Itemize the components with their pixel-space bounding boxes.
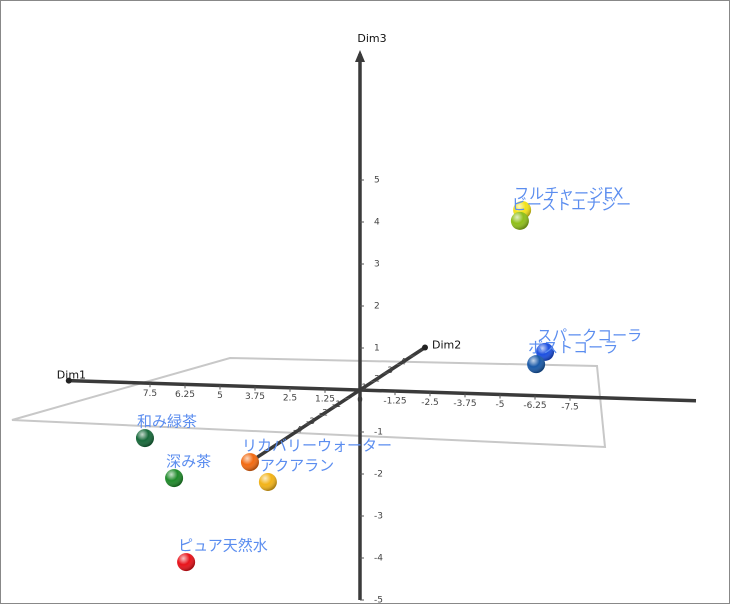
point-shine <box>240 453 259 472</box>
point-label: 和み緑茶 <box>137 413 197 431</box>
point-label: ボストコーラ <box>528 339 618 357</box>
z-tick-label: 5 <box>374 176 380 186</box>
x-tick-label: -3.75 <box>453 399 476 409</box>
x-tick-label: 5 <box>217 391 223 401</box>
axis-name: Dim3 <box>357 32 386 45</box>
x-tick-label: 3.75 <box>245 392 265 402</box>
x-tick-label: -2.5 <box>421 398 439 408</box>
x-tick-label: 2.5 <box>283 393 297 403</box>
point-label: ビーストエナジー <box>512 195 631 213</box>
z-tick-label: 2 <box>374 302 380 312</box>
axis-name: Dim1 <box>57 369 86 382</box>
axis-end <box>422 344 428 351</box>
y-tick-label: 1 <box>361 383 367 393</box>
point-label: ピュア天然水 <box>178 537 268 555</box>
floor-plane <box>11 356 607 449</box>
point-label: リカバリーウォーター <box>242 437 392 455</box>
point-label: スパークコーラ <box>537 326 642 344</box>
y-tick-label: 2 <box>374 375 380 385</box>
point-shine <box>177 553 196 572</box>
x-tick-label: 6.25 <box>175 390 195 400</box>
point-shine <box>135 429 154 448</box>
z-tick-label: -5 <box>374 596 383 604</box>
x-tick-label: 1.25 <box>315 394 335 404</box>
x-tick-label: -6.25 <box>523 401 546 411</box>
point-shine <box>510 211 529 230</box>
axis-name: Dim2 <box>432 339 461 352</box>
x-tick-label: -1.25 <box>383 397 406 407</box>
y-tick-label: 4 <box>400 358 406 368</box>
y-tick-label: -3 <box>306 417 315 427</box>
axis-arrow <box>355 50 365 62</box>
x-tick-label: 7.5 <box>143 389 157 399</box>
dim1-axis <box>68 378 697 403</box>
y-tick-label: -1 <box>332 400 341 410</box>
y-tick-label: -2 <box>319 409 328 419</box>
z-tick-label: 4 <box>374 218 380 228</box>
z-tick-label: -1 <box>374 428 383 438</box>
point-label: アクアラン <box>260 456 334 474</box>
point-shine <box>527 355 546 374</box>
point-shine <box>258 472 277 491</box>
z-tick-label: -4 <box>374 554 383 564</box>
z-tick-label: 3 <box>374 260 380 270</box>
axis-end <box>65 377 72 384</box>
z-tick-label: -2 <box>374 470 383 480</box>
x-tick-label: -5 <box>496 400 505 410</box>
point-label: 深み茶 <box>166 453 211 471</box>
y-tick-label: 3 <box>387 366 393 376</box>
x-tick-label: -7.5 <box>561 402 579 412</box>
z-tick-label: 1 <box>374 344 380 354</box>
z-tick-label: -3 <box>374 512 383 522</box>
point-shine <box>165 469 184 488</box>
y-tick-label: -4 <box>293 426 302 436</box>
point-label: フルチャージEX <box>514 184 623 202</box>
